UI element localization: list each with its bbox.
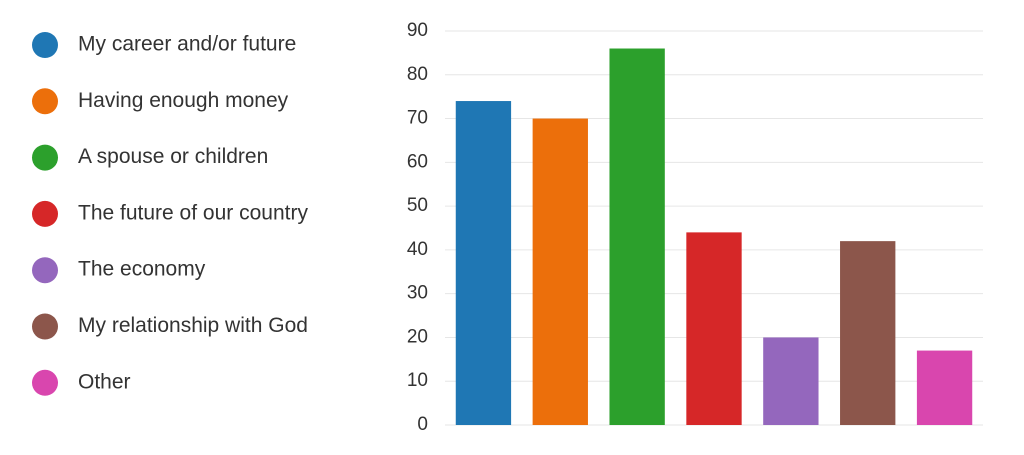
legend-marker <box>32 32 58 58</box>
legend-marker <box>32 200 58 227</box>
y-tick-label: 90 <box>407 20 428 41</box>
y-tick-label: 60 <box>407 151 428 172</box>
legend-label: Having enough money <box>78 89 289 112</box>
y-tick-label: 80 <box>407 64 428 85</box>
bar <box>609 48 665 426</box>
legend-label: The future of our country <box>78 201 308 224</box>
y-tick-label: 70 <box>407 108 428 129</box>
legend-marker <box>32 313 58 340</box>
y-tick-label: 50 <box>407 195 428 216</box>
y-tick-label: 30 <box>407 283 428 304</box>
legend-marker <box>32 144 58 171</box>
legend-label: My relationship with God <box>78 314 308 337</box>
legend-label: A spouse or children <box>78 145 268 168</box>
y-tick-label: 10 <box>407 370 428 391</box>
bar <box>840 241 896 425</box>
legend-label: The economy <box>78 258 206 281</box>
legend-label: My career and/or future <box>78 33 296 56</box>
legend-marker <box>32 369 58 396</box>
y-tick-label: 20 <box>407 326 428 347</box>
bar <box>532 118 588 426</box>
y-tick-label: 40 <box>407 239 428 260</box>
bar <box>455 101 512 426</box>
bar <box>916 350 973 425</box>
bar <box>763 337 819 425</box>
legend-marker <box>32 257 58 284</box>
legend-marker <box>32 88 58 115</box>
y-tick-label: 0 <box>417 414 428 435</box>
legend-label: Other <box>78 370 131 393</box>
bar <box>686 232 742 425</box>
